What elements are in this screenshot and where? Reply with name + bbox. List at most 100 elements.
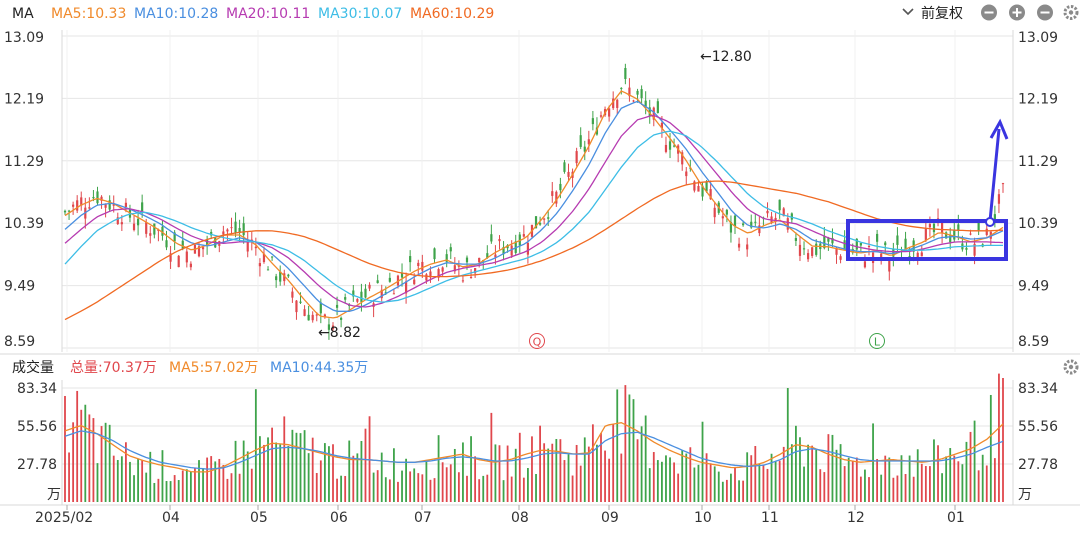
volume-header-bg <box>0 354 1080 378</box>
volume-bar <box>437 435 440 502</box>
candle-body <box>149 233 152 236</box>
candle-body <box>234 221 237 233</box>
marker-q[interactable]: Q <box>529 333 545 349</box>
volume-bar <box>782 446 785 502</box>
volume-bar <box>661 461 663 502</box>
price-axis-ticks: 13.09 13.09 12.19 12.19 11.29 11.29 10.39 10.39… <box>4 30 1058 350</box>
volume-bar <box>271 427 273 502</box>
volume-bar <box>985 465 988 502</box>
volume-bar <box>165 481 168 502</box>
candle-body <box>685 171 688 177</box>
candle-body <box>254 246 257 249</box>
candle-body <box>880 253 883 261</box>
volume-bar <box>689 447 692 502</box>
candle-body <box>356 298 359 302</box>
candle-body <box>628 87 631 97</box>
consolidation-highlight-box <box>846 219 1008 261</box>
indicator-name[interactable]: MA <box>12 6 34 22</box>
x-tick-label: 07 <box>414 510 432 526</box>
candle-body <box>908 256 911 258</box>
candle-body <box>652 107 655 120</box>
candle-body <box>1001 183 1005 185</box>
volume-bar <box>80 409 83 502</box>
candle-body <box>620 87 623 89</box>
marker-l[interactable]: L <box>869 333 885 349</box>
close-circle-icon[interactable] <box>1037 4 1053 21</box>
volume-bar <box>246 451 249 502</box>
volume-bar <box>591 424 594 502</box>
chevron-down-icon[interactable] <box>902 8 914 16</box>
minus-circle-icon[interactable] <box>981 4 997 21</box>
candle-body <box>388 277 391 282</box>
volume-bar <box>421 474 424 502</box>
candle-body <box>112 203 115 206</box>
gear-icon[interactable] <box>1063 5 1079 20</box>
candle-body <box>648 107 651 117</box>
candle-body <box>794 238 798 241</box>
volume-bar <box>957 461 960 502</box>
candle-body <box>311 314 314 321</box>
volume-bar <box>693 467 696 502</box>
candle-body <box>884 242 887 246</box>
volume-bar <box>839 444 842 502</box>
volume-tick-left: 55.56 <box>17 419 57 435</box>
volume-bar <box>449 464 452 502</box>
candle-body <box>368 284 371 289</box>
volume-bar <box>924 466 927 502</box>
candle-body <box>543 218 546 220</box>
volume-bar <box>555 438 558 502</box>
volume-bar <box>76 390 79 502</box>
volume-bar <box>202 468 204 502</box>
price-tick-left: 9.49 <box>4 279 35 295</box>
volume-bar <box>218 458 221 502</box>
candle-body <box>827 237 830 242</box>
volume-bar <box>876 458 879 502</box>
volume-tick-left: 27.78 <box>17 457 57 473</box>
volume-panel-name[interactable]: 成交量 <box>12 359 54 376</box>
volume-bar <box>835 449 838 502</box>
adjust-mode-dropdown[interactable]: 前复权 <box>921 5 963 22</box>
candle-body <box>177 255 180 268</box>
volume-bar <box>762 464 765 502</box>
candle-body <box>997 194 1001 204</box>
candle-body <box>701 185 704 197</box>
volume-bar <box>859 476 862 502</box>
volume-bar <box>332 444 334 502</box>
candle-body <box>486 253 489 259</box>
volume-bar <box>470 436 472 502</box>
price-tick-right: 12.19 <box>1018 91 1058 107</box>
volume-bar <box>173 475 176 502</box>
volume-bar <box>100 426 103 502</box>
candle-body <box>831 237 834 244</box>
candle-body <box>262 253 266 263</box>
volume-bar <box>815 449 818 502</box>
candle-body <box>538 223 542 225</box>
volume-bar <box>263 444 265 502</box>
volume-bar <box>368 416 371 502</box>
candle-body <box>916 252 919 260</box>
volume-bar <box>998 373 1000 502</box>
volume-gear-icon[interactable] <box>1063 359 1079 375</box>
volume-bar <box>161 450 164 502</box>
candle-body <box>478 257 481 263</box>
volume-bar <box>941 473 943 502</box>
volume-bar <box>360 440 363 502</box>
volume-bar <box>129 461 131 502</box>
volume-bar <box>644 415 647 502</box>
candle-body <box>413 279 416 285</box>
candle-body <box>169 253 172 262</box>
volume-bar <box>604 450 606 502</box>
plus-circle-icon[interactable] <box>1009 4 1025 21</box>
candle-body <box>855 238 858 250</box>
candle-body <box>534 216 538 229</box>
volume-bar <box>652 452 655 502</box>
volume-bar <box>372 472 375 502</box>
ma-line-ma60 <box>64 180 1004 321</box>
candle-body <box>409 256 412 263</box>
candle-body <box>668 141 672 150</box>
volume-bar <box>596 444 598 502</box>
volume-bar <box>665 455 667 502</box>
volume-bar <box>133 475 135 502</box>
candle-body <box>429 271 432 278</box>
candle-body <box>226 229 229 232</box>
